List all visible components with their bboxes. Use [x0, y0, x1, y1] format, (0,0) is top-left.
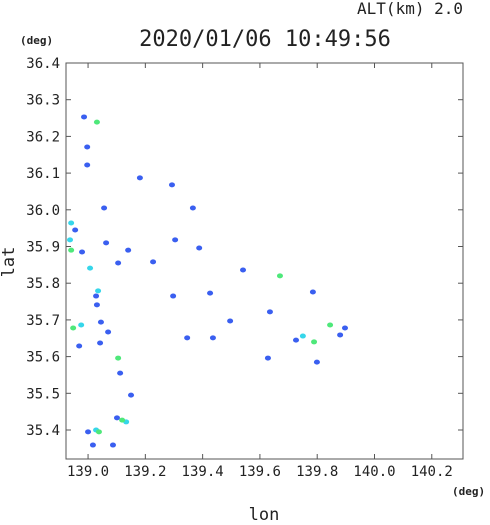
y-tick-label: 35.8 — [26, 276, 60, 292]
echo-point — [209, 335, 216, 341]
echo-point — [81, 114, 88, 120]
x-tick-label: 140.2 — [411, 464, 453, 480]
echo-point — [341, 325, 348, 331]
echo-point — [78, 322, 85, 328]
echo-point — [70, 325, 77, 331]
echo-point — [196, 245, 203, 251]
echo-point — [115, 355, 122, 361]
x-tick-label: 139.6 — [239, 464, 281, 480]
y-tick-label: 36.2 — [26, 129, 60, 145]
echo-point — [95, 429, 102, 435]
echo-point — [128, 392, 135, 398]
echo-point — [299, 333, 306, 339]
y-unit: (deg) — [20, 34, 53, 47]
echo-point — [207, 290, 214, 296]
echo-point — [125, 247, 132, 253]
chart-title: 2020/01/06 10:49:56 — [139, 27, 391, 52]
echo-point — [105, 329, 112, 335]
x-tick-label: 139.2 — [124, 464, 166, 480]
echo-point — [95, 288, 102, 294]
echo-point — [327, 322, 334, 328]
y-tick-label: 35.5 — [26, 386, 60, 402]
echo-point — [293, 337, 300, 343]
echo-point — [311, 339, 318, 345]
y-axis-label: lat — [0, 247, 19, 278]
echo-point — [189, 205, 196, 211]
y-tick-label: 35.4 — [26, 423, 60, 439]
echo-point — [240, 267, 247, 273]
echo-point — [168, 182, 175, 188]
echo-point — [97, 340, 104, 346]
echo-point — [79, 249, 86, 255]
echo-point — [313, 359, 320, 365]
x-tick-label: 139.4 — [182, 464, 224, 480]
echo-point — [93, 119, 100, 125]
echo-point — [276, 273, 283, 279]
echo-point — [84, 144, 91, 150]
y-tick-label: 36.4 — [26, 56, 60, 72]
echo-point — [103, 240, 110, 246]
echo-point — [68, 220, 75, 226]
x-tick-label: 140.0 — [353, 464, 395, 480]
echo-point — [184, 335, 191, 341]
plot-frame — [65, 62, 464, 460]
echo-point — [150, 259, 157, 265]
echo-point — [68, 247, 75, 253]
echo-point — [93, 293, 100, 299]
x-tick-label: 139.8 — [296, 464, 338, 480]
echo-point — [172, 237, 179, 243]
echo-point — [101, 205, 108, 211]
y-tick-label: 36.1 — [26, 166, 60, 182]
echo-point — [84, 162, 91, 168]
echo-point — [109, 442, 116, 448]
echo-point — [337, 332, 344, 338]
echo-point — [117, 370, 124, 376]
echo-point — [89, 442, 96, 448]
echo-point — [67, 237, 74, 243]
echo-point — [115, 260, 122, 266]
y-tick-label: 36.0 — [26, 203, 60, 219]
x-unit: (deg) — [452, 485, 485, 498]
y-tick-label: 35.9 — [26, 240, 60, 256]
echo-point — [136, 175, 143, 181]
echo-point — [227, 318, 234, 324]
x-tick-label: 139.0 — [67, 464, 109, 480]
echo-point — [170, 293, 177, 299]
echo-point — [85, 429, 92, 435]
header: ALT(km) 2.0 — [357, 0, 463, 18]
y-tick-label: 35.7 — [26, 313, 60, 329]
echo-point — [87, 265, 94, 271]
echo-point — [119, 417, 126, 423]
echo-point — [264, 355, 271, 361]
echo-point — [76, 343, 83, 349]
echo-point — [72, 227, 79, 233]
echo-point — [113, 415, 120, 421]
echo-point — [93, 302, 100, 308]
echo-point — [309, 289, 316, 295]
echo-point — [97, 319, 104, 325]
x-axis-label: lon — [249, 505, 280, 521]
echo-point — [266, 309, 273, 315]
y-tick-label: 35.6 — [26, 350, 60, 366]
y-tick-label: 36.3 — [26, 93, 60, 109]
